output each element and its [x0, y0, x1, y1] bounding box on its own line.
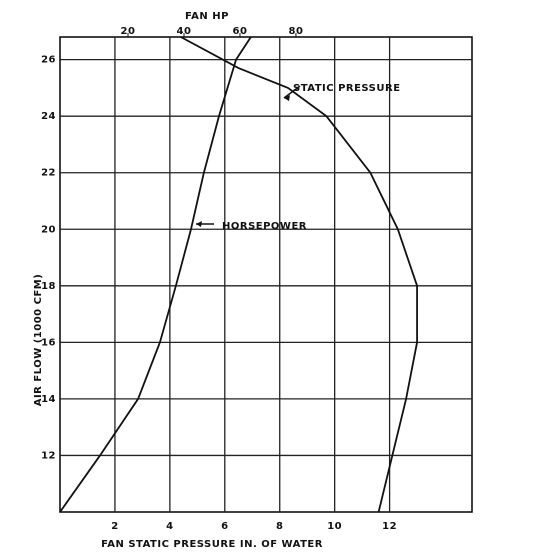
- x-tick-label: 8: [276, 521, 283, 532]
- y-tick-label: 14: [41, 394, 56, 405]
- y-tick-label: 12: [41, 450, 56, 461]
- y-tick-label: 24: [41, 111, 56, 122]
- top-tick-label: 20: [121, 26, 136, 37]
- x-tick-label: 4: [166, 521, 173, 532]
- arrow-head: [196, 221, 202, 227]
- top-tick-label: 80: [288, 26, 303, 37]
- top-tick-label: 60: [233, 26, 248, 37]
- x-axis-title: FAN STATIC PRESSURE IN. OF WATER: [101, 539, 323, 550]
- x-tick-label: 6: [221, 521, 228, 532]
- curve: [180, 36, 418, 513]
- plot-frame: [59, 36, 473, 513]
- curve-label: HORSEPOWER: [222, 221, 307, 232]
- y-tick-label: 22: [41, 168, 56, 179]
- curve: [59, 36, 252, 513]
- y-tick-label: 20: [41, 224, 56, 235]
- y-tick-label: 16: [41, 337, 56, 348]
- y-tick-label: 26: [41, 55, 56, 66]
- y-tick-label: 18: [41, 281, 56, 292]
- curve-label: STATIC PRESSURE: [293, 83, 401, 94]
- annotation-arrow: [283, 85, 301, 99]
- arrow-head: [284, 95, 290, 101]
- x-tick-label: 2: [111, 521, 118, 532]
- x-tick-label: 10: [327, 521, 342, 532]
- y-axis-title: AIR FLOW (1000 CFM): [33, 274, 44, 407]
- top-axis-title: FAN HP: [185, 11, 229, 22]
- x-tick-label: 12: [382, 521, 397, 532]
- top-tick-label: 40: [177, 26, 192, 37]
